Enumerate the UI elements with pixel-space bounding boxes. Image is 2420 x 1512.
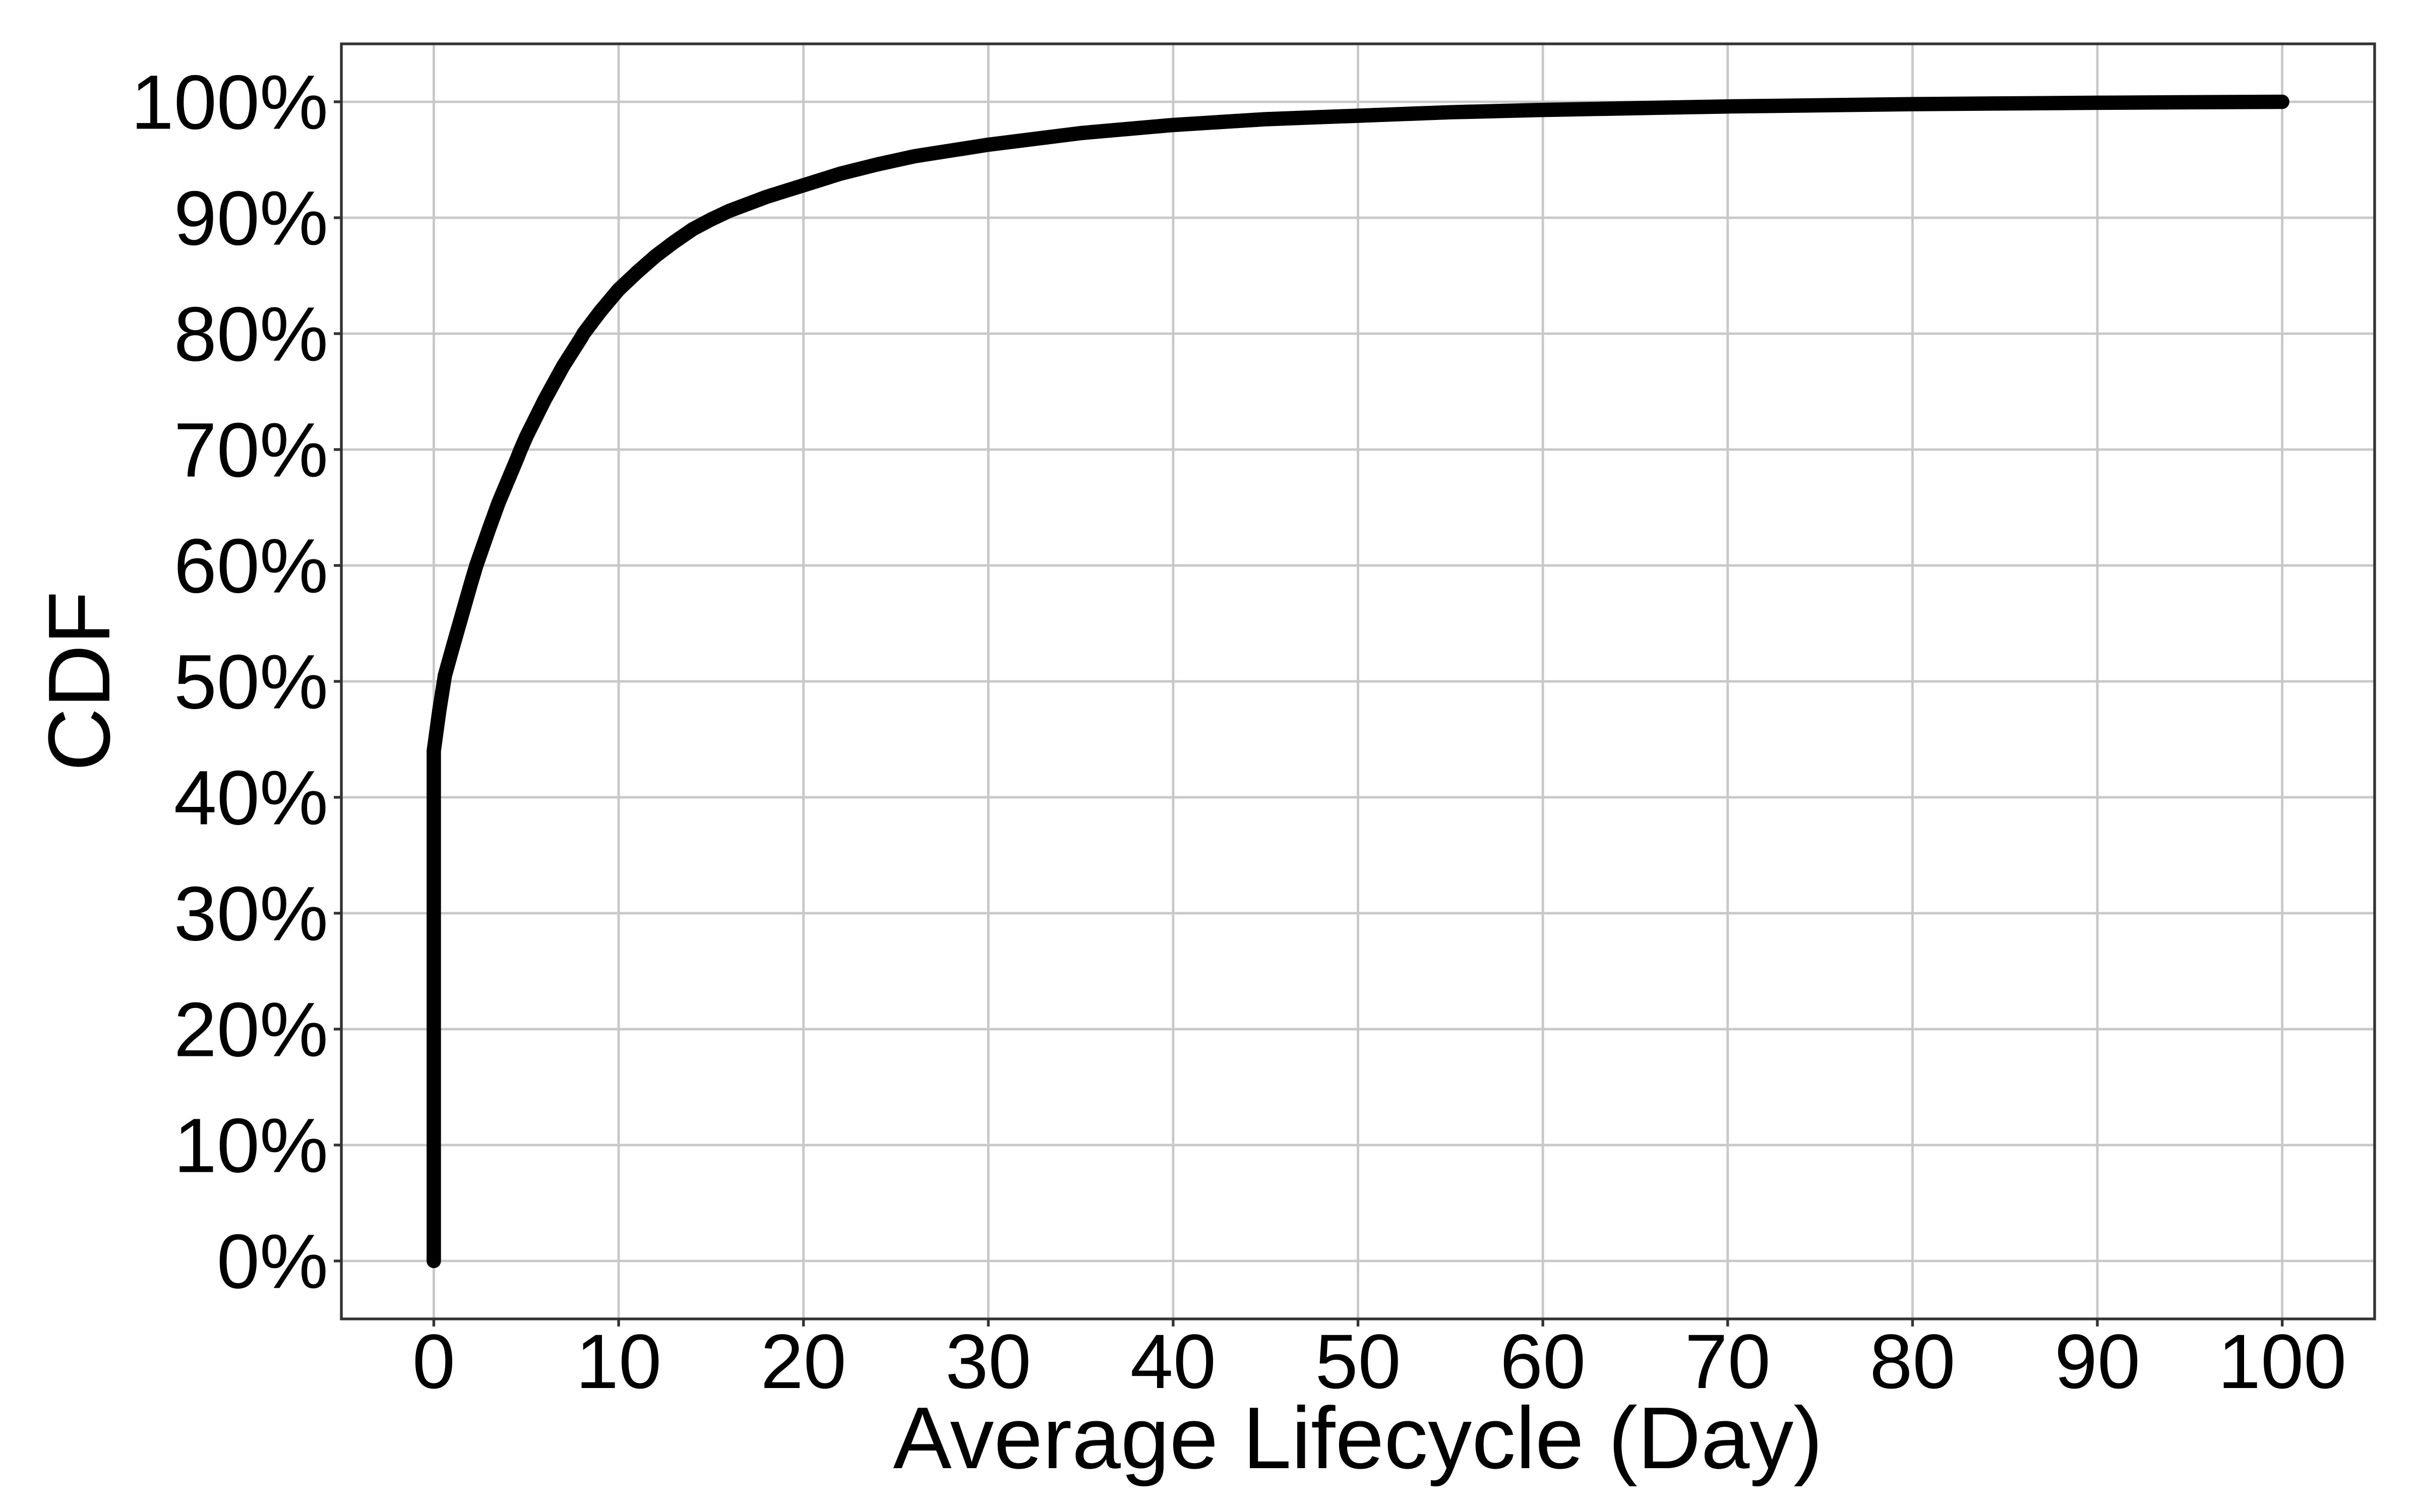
- cdf-curve: [427, 94, 2289, 1269]
- x-tick-label: 70: [1685, 1318, 1771, 1405]
- y-tick-label: 40%: [174, 754, 328, 841]
- y-tick-label: 20%: [174, 986, 328, 1073]
- x-tick-label: 50: [1315, 1318, 1401, 1405]
- y-tick-label: 90%: [174, 175, 328, 262]
- y-tick-label: 10%: [174, 1102, 328, 1188]
- y-tick-label: 100%: [131, 59, 328, 146]
- x-tick-label: 90: [2054, 1318, 2140, 1405]
- x-tick-label: 60: [1500, 1318, 1586, 1405]
- axis-tick-labels: 0 10 20 30 40 50 60 70 80 90 100 0% 10% 20% 30% 40% 50% 6…: [131, 59, 2347, 1405]
- x-tick-label: 20: [761, 1318, 846, 1405]
- x-tick-label: 40: [1130, 1318, 1216, 1405]
- x-tick-label: 100: [2218, 1318, 2346, 1405]
- x-tick-label: 10: [576, 1318, 661, 1405]
- cdf-curve-layer: [427, 94, 2289, 1269]
- x-tick-label: 80: [1869, 1318, 1955, 1405]
- y-tick-label: 50%: [174, 639, 328, 725]
- x-tick-label: 0: [412, 1318, 455, 1405]
- y-tick-label: 80%: [174, 291, 328, 377]
- x-axis-title: Average Lifecycle (Day): [893, 1389, 1823, 1487]
- y-tick-label: 60%: [174, 523, 328, 609]
- y-axis-title: CDF: [30, 591, 128, 772]
- y-tick-label: 70%: [174, 407, 328, 493]
- x-tick-label: 30: [945, 1318, 1031, 1405]
- y-tick-label: 30%: [174, 870, 328, 957]
- axis-ticks: [334, 100, 2284, 1327]
- y-tick-label: 0%: [217, 1218, 328, 1304]
